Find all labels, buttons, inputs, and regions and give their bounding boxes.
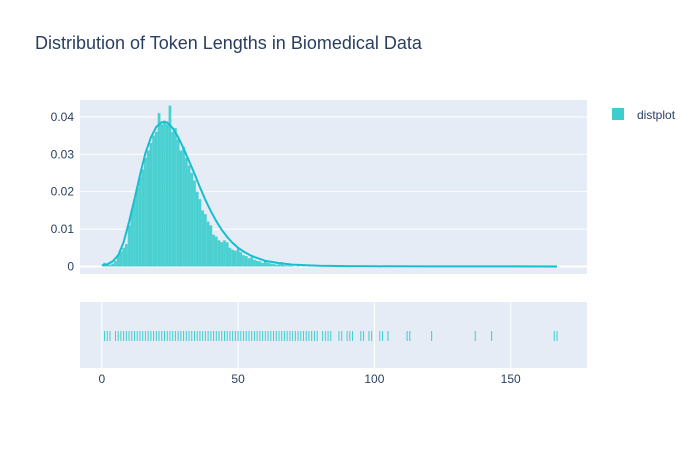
histogram-bar [253,259,256,267]
histogram-bar [209,225,213,267]
histogram-bar [187,165,191,267]
histogram-bar [223,240,226,267]
histogram-bar [119,251,123,267]
y-tick-label: 0 [67,260,74,274]
histogram-bar [111,263,115,267]
histogram-bar [239,252,243,267]
histogram-bar [130,210,134,267]
legend[interactable]: distplot [612,108,676,122]
histogram-bar [138,176,142,267]
histogram-bar [108,264,112,267]
y-tick-label: 0.02 [51,185,75,199]
histogram-bar [247,258,251,267]
chart-title: Distribution of Token Lengths in Biomedi… [35,33,422,53]
histogram-bar [258,261,262,267]
histogram-bar [193,180,196,267]
legend-label-distplot: distplot [637,108,676,122]
y-tick-label: 0.03 [51,147,75,161]
histogram-bar [184,158,188,267]
histogram-bar [168,105,172,267]
x-axis-ticks: 0 50 100 150 [98,372,521,386]
histogram-bar [212,234,215,267]
histogram-bar [195,191,199,267]
histogram-bars [103,105,330,267]
legend-swatch-distplot [612,108,624,120]
histogram-bar [291,265,294,267]
y-tick-label: 0.04 [51,110,75,124]
histogram-bar [234,250,237,267]
histogram-bar [236,248,240,267]
histogram-bar [214,236,218,267]
histogram-bar [225,242,229,267]
histogram-bar [160,124,164,267]
histogram-bar [179,150,183,267]
histogram-bar [165,124,169,267]
histogram-bar [220,242,224,267]
histogram-bar [269,263,273,267]
histogram-bar [182,146,185,267]
histogram-bar [198,199,202,267]
histogram-bar [263,260,267,267]
histogram-bar [266,262,270,267]
histogram-bar [285,265,289,267]
histogram-bar [217,240,221,267]
histogram-bar [250,257,254,267]
histogram-bar [174,128,177,267]
histogram-bar [231,249,235,267]
histogram-bar [133,199,136,267]
x-tick-label: 0 [98,372,105,386]
kde-line [101,121,558,268]
histogram-bar [152,135,155,267]
histogram-bar [228,247,232,267]
histogram-bar [141,169,145,267]
y-tick-label: 0.01 [51,222,75,236]
histogram-bar [206,221,210,267]
histogram-bar [135,187,139,267]
histogram-bar [274,264,278,267]
histogram-bar [283,265,286,267]
histogram-bar [244,256,248,267]
histogram-bar [261,262,264,267]
histogram-bar [277,264,281,267]
histogram-bar [157,113,161,267]
histogram-bar [154,131,158,267]
histogram-bar [124,244,128,267]
histogram-bar [127,225,131,267]
histogram-bar [272,263,275,267]
x-tick-label: 150 [501,372,521,386]
histogram-bar [176,139,180,267]
histogram-bar [114,260,117,267]
rug-grid [101,302,512,368]
histogram-bar [122,247,125,267]
histogram-bar [146,150,150,267]
histogram-bar [105,264,109,267]
rug-marks [104,331,558,341]
histogram-bar [296,265,300,267]
histogram-bar [144,158,147,267]
x-tick-label: 50 [231,372,245,386]
histogram-bar [255,260,259,267]
y-axis-ticks: 0 0.01 0.02 0.03 0.04 [51,110,75,274]
histogram-bar [116,255,120,267]
histogram-bar [190,172,194,267]
histogram-bar [204,214,207,267]
x-tick-label: 100 [364,372,384,386]
histogram-bar [201,210,205,267]
histogram-bar [163,120,166,267]
histogram-bar [171,131,175,267]
histogram-bar [149,143,153,267]
histogram-bar [288,265,292,267]
histogram-bar [242,255,245,267]
